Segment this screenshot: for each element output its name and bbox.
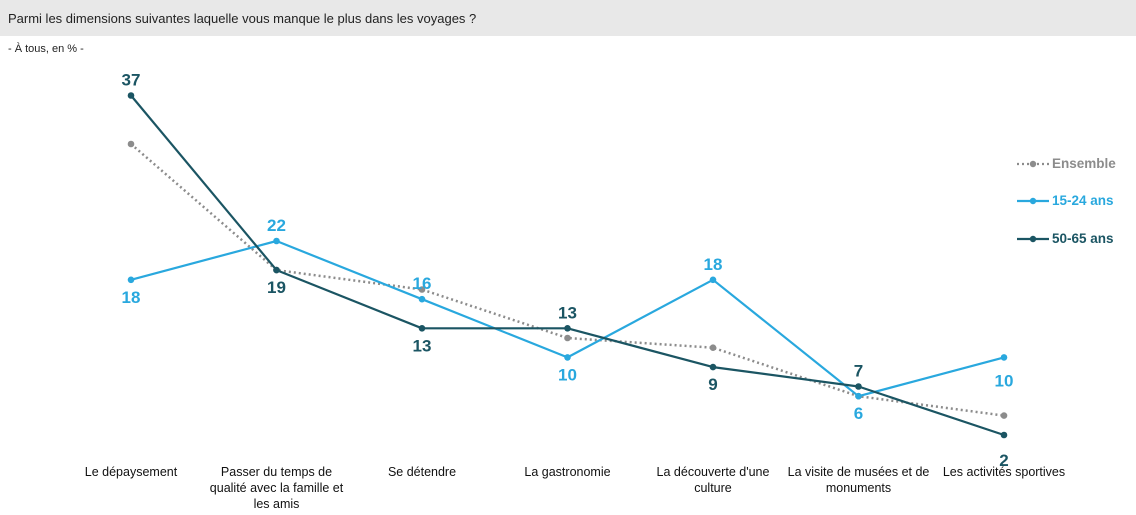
data-point-2-6 [1000,431,1008,439]
data-label-1-2: 16 [413,274,432,293]
data-point-1-1 [273,237,280,245]
chart-subtitle: - À tous, en % - [8,43,84,55]
legend-marker-2 [1029,235,1037,243]
data-point-2-0 [127,92,135,99]
data-point-0-3 [564,334,571,342]
data-label-2-2: 13 [413,336,432,355]
data-label-1-5: 6 [854,404,863,423]
data-point-0-2 [418,286,426,293]
legend-marker-1 [1029,197,1037,205]
category-label-6: Les activités sportives [942,465,1066,479]
legend-swatch-1 [1017,197,1049,205]
data-label-1-0: 18 [122,288,141,307]
data-point-2-2 [418,325,426,332]
data-label-1-4: 18 [704,255,723,274]
category-label-0: Le dépaysement [84,465,178,479]
category-label-5: La visite de musées et de monuments [787,465,930,495]
legend-swatch-0 [1017,160,1049,168]
data-label-2-3: 13 [558,303,577,322]
data-label-2-5: 7 [854,362,863,381]
data-label-1-1: 22 [267,216,286,235]
data-point-1-5 [855,392,862,400]
data-point-2-4 [709,363,717,371]
data-point-2-1 [273,266,280,274]
legend-marker-0 [1029,160,1037,168]
legend-label-0: Ensemble [1052,156,1116,171]
category-label-2: Se détendre [387,465,457,479]
data-label-2-4: 9 [708,375,717,394]
data-point-1-3 [564,354,571,361]
data-label-2-0: 37 [122,71,141,90]
chart-title: Parmi les dimensions suivantes laquelle … [8,11,477,26]
legend-label-2: 50-65 ans [1052,231,1114,246]
data-point-0-6 [1000,412,1008,419]
data-label-1-6: 10 [995,371,1014,390]
data-point-2-5 [855,383,862,390]
data-point-1-4 [709,276,717,284]
data-point-2-3 [564,325,571,332]
category-label-3: La gastronomie [524,465,611,479]
data-point-1-2 [418,295,426,303]
data-point-1-0 [127,276,135,284]
data-label-1-3: 10 [558,365,577,384]
data-point-0-0 [127,140,135,148]
category-label-4: La découverte d'une culture [656,465,770,495]
legend-swatch-2 [1017,235,1049,243]
legend-label-1: 15-24 ans [1052,193,1114,208]
data-label-2-1: 19 [267,278,286,297]
data-point-1-6 [1000,354,1008,361]
question-header: Parmi les dimensions suivantes laquelle … [0,0,1136,36]
data-label-2-6: 2 [999,451,1008,470]
category-label-1: Passer du temps de qualité avec la famil… [209,465,344,511]
data-point-0-4 [709,344,717,352]
